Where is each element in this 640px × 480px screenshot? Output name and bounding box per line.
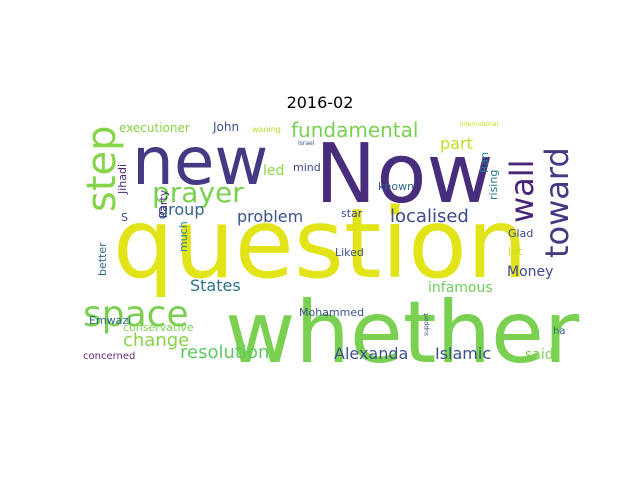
cloud-word-much: much [177,221,190,252]
cloud-word-part: part [440,134,473,153]
cloud-word-prayer: prayer [152,176,244,209]
cloud-word-led: led [263,163,284,179]
cloud-word-support: support [423,312,430,336]
cloud-word-known: known [378,180,414,193]
cloud-word-better: better [96,242,109,276]
cloud-word-rising: rising [487,170,500,200]
cloud-word-ha: ha [553,326,565,337]
cloud-word-lot: lot [508,245,523,258]
cloud-word-money: Money [507,264,553,280]
cloud-word-change: change [123,330,189,351]
cloud-word-concerned: concerned [83,351,135,362]
cloud-word-islamic: Islamic [435,344,491,363]
cloud-word-executioner: executioner [119,121,190,135]
cloud-word-ran: Ran [478,152,491,173]
cloud-word-wall: wall [503,159,541,223]
cloud-word-star: star [341,207,363,220]
cloud-word-states: States [190,276,241,295]
cloud-word-resolution: resolution [180,342,269,363]
cloud-word-s: S [121,211,128,224]
cloud-word-emwazi: Emwazi [89,314,131,327]
cloud-word-fundamental: fundamental [291,118,418,142]
cloud-word-waning: waning [252,125,281,134]
cloud-word-infamous: infamous [428,280,493,296]
cloud-word-now: Now [315,127,494,222]
cloud-word-step: step [79,125,125,212]
cloud-word-mind: mind [293,161,321,174]
cloud-word-international: international [460,121,499,128]
word-cloud-background [81,115,561,365]
cloud-word-problem: problem [237,207,303,226]
cloud-word-alexanda: Alexanda [334,344,408,363]
cloud-word-space: space [83,294,189,335]
cloud-word-liked: Liked [335,246,364,259]
cloud-word-glad: Glad [508,227,533,240]
cloud-word-israel: Israel [298,140,315,147]
cloud-word-question: question [113,188,528,300]
cloud-word-conservative: conservative [123,321,194,334]
cloud-word-mohammed: Mohammed [299,306,364,319]
cloud-word-group: group [158,200,204,219]
cloud-word-said: said [525,347,554,363]
cloud-word-new: new [132,123,268,200]
cloud-word-toward: toward [538,147,576,258]
cloud-word-jihadi: Jihadi [116,164,129,195]
figure-title: 2016-02 [286,93,354,112]
cloud-word-whether: whether [225,283,580,383]
cloud-word-john: John [212,120,239,134]
cloud-word-localised: localised [390,206,469,227]
cloud-word-party: Party [157,189,170,218]
